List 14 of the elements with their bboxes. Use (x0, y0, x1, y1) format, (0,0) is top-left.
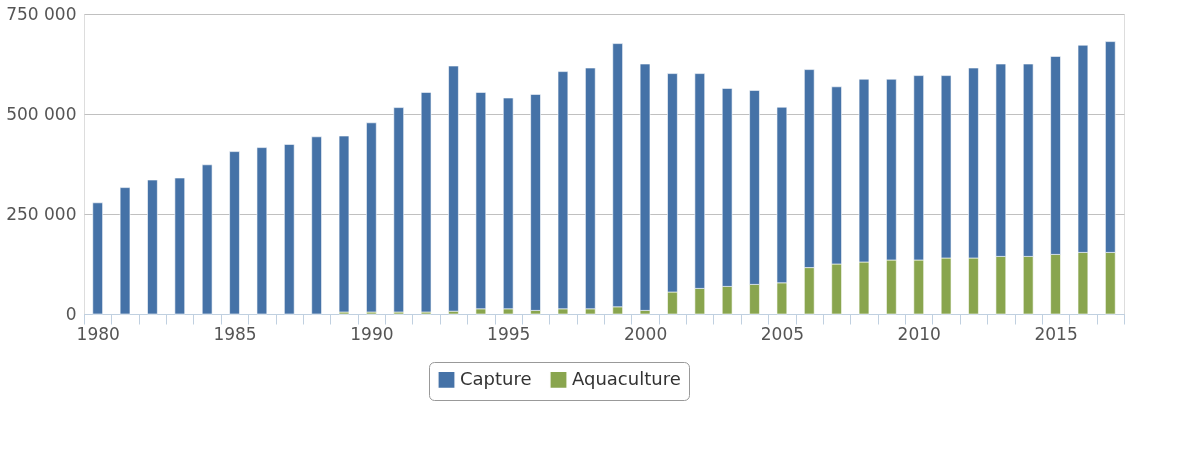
x-tick-label: 2010 (897, 323, 941, 344)
y-tick-label: 750 000 (6, 3, 77, 24)
x-tick-label: 2000 (623, 323, 668, 344)
x-tick-label: 1980 (76, 323, 120, 344)
x-tick-label: 1990 (350, 323, 394, 344)
x-tick-label: 2015 (1034, 323, 1078, 344)
x-tick-label: 1985 (213, 323, 257, 344)
y-tick-label: 0 (65, 303, 77, 324)
legend-label: Capture (460, 367, 532, 389)
y-tick-label: 500 000 (6, 103, 77, 124)
y-tick-label: 250 000 (6, 203, 77, 224)
x-tick-label: 1995 (487, 323, 531, 344)
x-tick-label: 2005 (760, 323, 805, 344)
legend-label: Aquaculture (572, 367, 681, 389)
